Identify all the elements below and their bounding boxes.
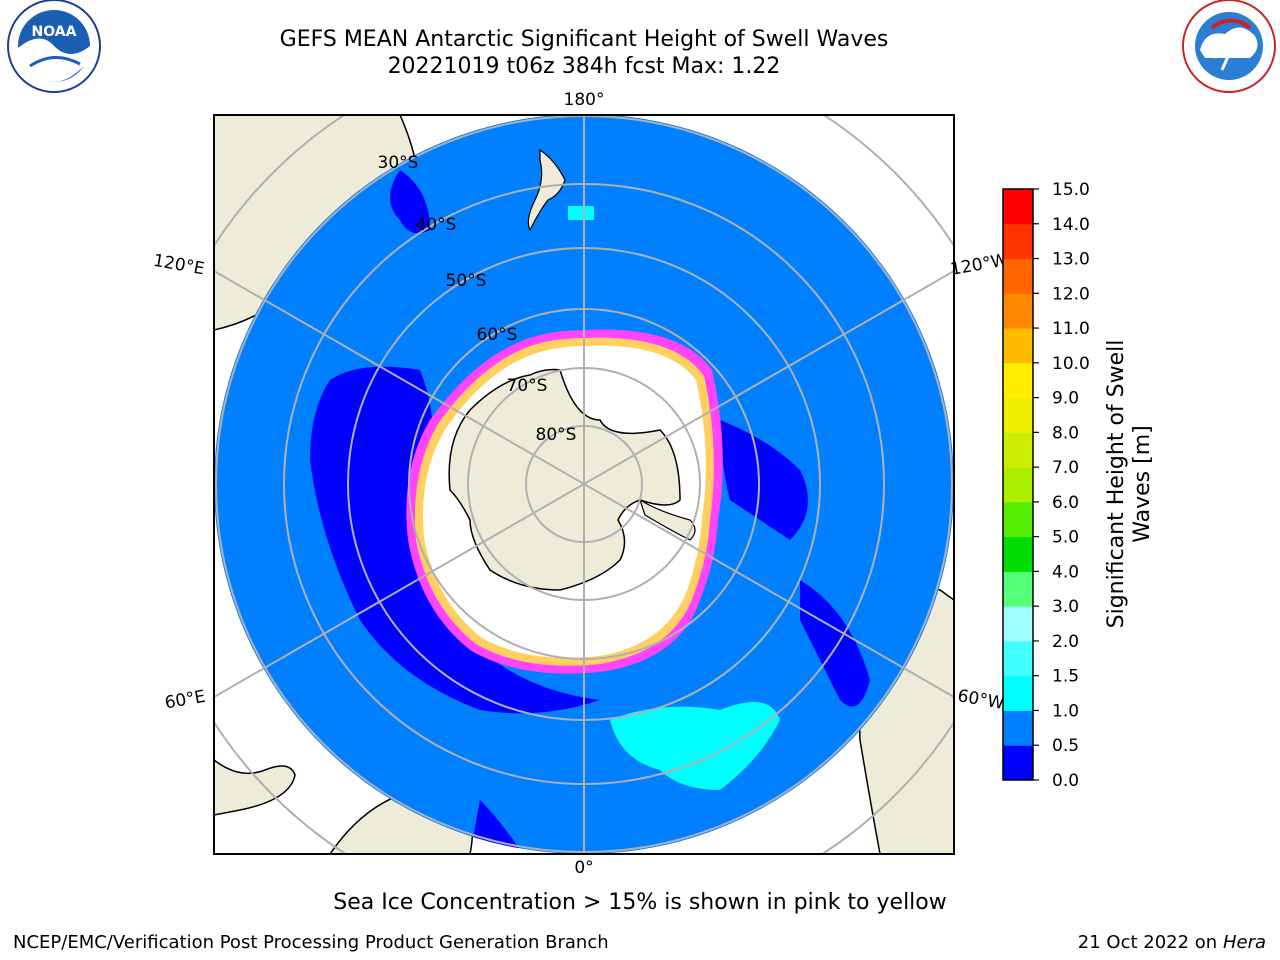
lat-label-70s: 70°S: [507, 376, 548, 396]
colorbar-frame: [1002, 188, 1034, 781]
noaa-logo-text: NOAA: [32, 24, 77, 40]
chart-subtitle: 20221019 t06z 384h fcst Max: 1.22: [387, 54, 781, 79]
lon-label-120e: 120°E: [152, 251, 206, 280]
low-swell-zone-indian: [310, 366, 600, 714]
colorbar-bin: [1003, 536, 1033, 572]
footer-date-text: 21 Oct 2022 on: [1077, 932, 1223, 953]
colorbar-tick-label: 14.0: [1052, 215, 1090, 235]
colorbar-ticks: 0.0 0.5 1.0 1.5 2.0 3.0 4.0 5.0 6.0 7.0 8.0 9.0 10.0…: [1033, 180, 1090, 791]
sea-ice-note-text: Sea Ice Concentration > 15% is shown in …: [333, 890, 947, 915]
nws-logo: [1182, 0, 1276, 93]
noaa-logo: NOAA: [7, 0, 101, 93]
colorbar-tick-label: 9.0: [1052, 389, 1079, 409]
colorbar-tick-label: 15.0: [1052, 180, 1090, 200]
map-frame: [213, 114, 955, 855]
colorbar-tick-label: 0.0: [1052, 771, 1079, 791]
footer-date: 21 Oct 2022 on Hera: [1078, 932, 1266, 953]
colorbar-bin: [1003, 501, 1033, 538]
colorbar-tick-label: 11.0: [1052, 319, 1090, 339]
colorbar-tick-label: 12.0: [1052, 284, 1090, 304]
colorbar: [1003, 189, 1033, 781]
colorbar-tick-label: 5.0: [1052, 528, 1079, 548]
colorbar-bin: [1003, 362, 1033, 399]
lon-label-60e: 60°E: [163, 687, 207, 714]
madagascar-land: [214, 759, 296, 816]
swell-patch-tasman: [568, 206, 594, 220]
colorbar-bin: [1003, 571, 1033, 607]
colorbar-tick-label: 1.5: [1052, 667, 1079, 687]
graticule: [214, 115, 954, 854]
swell-1-1.5m-patch: [610, 702, 780, 790]
low-swell-zone-chile: [800, 580, 870, 707]
colorbar-label: Significant Height of Swell Waves [m]: [1104, 340, 1155, 629]
colorbar-bin: [1003, 640, 1033, 677]
colorbar-bin: [1003, 189, 1033, 225]
low-swell-zone-atlantic: [720, 420, 808, 540]
colorbar-bin: [1003, 223, 1033, 260]
colorbar-bin: [1003, 258, 1033, 294]
colorbar-bin: [1003, 467, 1033, 503]
colorbar-bin: [1003, 293, 1033, 329]
colorbar-bin: [1003, 675, 1033, 711]
colorbar-tick-label: 6.0: [1052, 493, 1079, 513]
colorbar-bin: [1003, 745, 1033, 781]
lat-label-60s: 60°S: [477, 325, 518, 345]
colorbar-bin: [1003, 397, 1033, 433]
footer-host: Hera: [1222, 932, 1266, 953]
lat-label-50s: 50°S: [446, 271, 487, 291]
lat-label-40s: 40°S: [416, 215, 457, 235]
lon-label-60w: 60°W: [956, 686, 1006, 714]
colorbar-tick-label: 2.0: [1052, 632, 1079, 652]
footer-credit: NCEP/EMC/Verification Post Processing Pr…: [13, 932, 609, 953]
colorbar-tick-label: 10.0: [1052, 354, 1090, 374]
lon-label-180: 180°: [564, 90, 605, 110]
colorbar-bin: [1003, 328, 1033, 364]
colorbar-bin: [1003, 710, 1033, 746]
colorbar-tick-label: 8.0: [1052, 423, 1079, 443]
colorbar-tick-label: 7.0: [1052, 458, 1079, 478]
colorbar-bin: [1003, 432, 1033, 468]
sea-ice-note: Sea Ice Concentration > 15% is shown in …: [0, 890, 1280, 915]
new-zealand-land: [527, 148, 566, 232]
chart-title: GEFS MEAN Antarctic Significant Height o…: [279, 27, 889, 52]
lon-label-120w: 120°W: [949, 250, 1010, 280]
lat-label-80s: 80°S: [536, 425, 577, 445]
colorbar-label-line2: Waves [m]: [1130, 425, 1155, 542]
colorbar-tick-label: 0.5: [1052, 736, 1079, 756]
colorbar-tick-label: 4.0: [1052, 562, 1079, 582]
colorbar-bin: [1003, 606, 1033, 642]
lat-label-30s: 30°S: [378, 153, 419, 173]
colorbar-tick-label: 1.0: [1052, 701, 1079, 721]
colorbar-tick-label: 3.0: [1052, 597, 1079, 617]
antarctic-peninsula: [638, 498, 696, 541]
lon-label-0: 0°: [574, 858, 593, 878]
colorbar-label-line1: Significant Height of Swell: [1104, 340, 1129, 629]
low-swell-zone-tasman: [390, 170, 430, 234]
colorbar-tick-label: 13.0: [1052, 250, 1090, 270]
